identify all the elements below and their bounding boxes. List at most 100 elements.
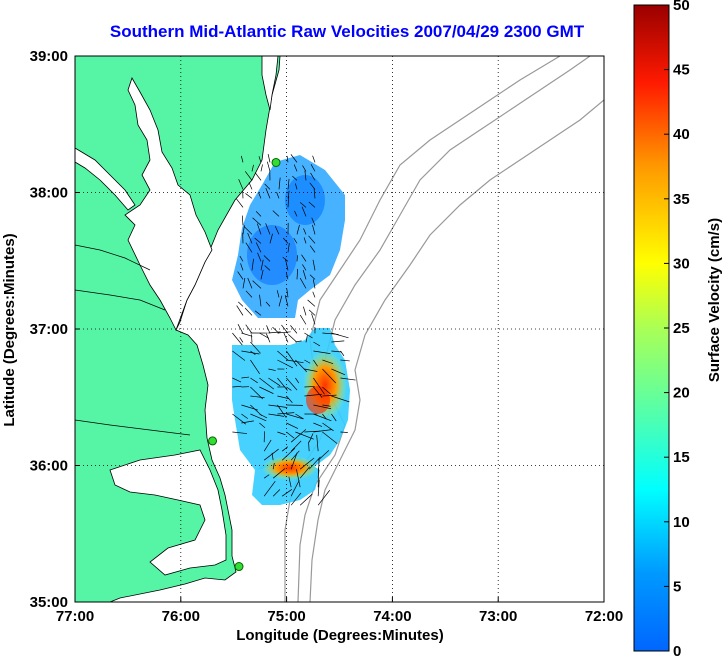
velocity-vector <box>264 183 271 190</box>
colorbar-tick-label: 5 <box>673 578 681 595</box>
velocity-vector <box>287 196 290 208</box>
velocity-vector <box>238 301 244 307</box>
x-tick-label: 72:00 <box>585 608 623 625</box>
velocity-vector <box>331 332 349 339</box>
velocity-vector <box>290 154 298 163</box>
velocity-vector <box>241 420 254 424</box>
velocity-vector <box>277 377 288 391</box>
velocity-vector <box>285 258 289 271</box>
velocity-vector <box>241 413 248 419</box>
radar-station-marker <box>208 436 218 446</box>
velocity-vector <box>302 264 307 271</box>
velocity-vector <box>252 280 262 289</box>
colorbar-tick-label: 45 <box>673 62 690 79</box>
velocity-vector <box>309 182 316 190</box>
velocity-vector <box>286 359 304 364</box>
colorbar-tick-label: 30 <box>673 255 690 272</box>
velocity-vector <box>296 224 300 235</box>
velocity-vector <box>312 291 316 298</box>
velocity-vector <box>331 368 346 376</box>
velocity-vector <box>258 192 262 199</box>
velocity-vector <box>303 228 307 235</box>
velocity-vector <box>288 334 298 343</box>
radar-station-marker <box>234 562 244 572</box>
radar-station-marker <box>271 157 281 167</box>
velocity-vector <box>290 450 300 461</box>
velocity-vector <box>340 377 356 381</box>
velocity-field-core <box>285 175 325 225</box>
velocity-vector <box>245 290 253 298</box>
velocity-vector <box>241 376 250 379</box>
velocity-vector <box>240 155 244 163</box>
velocity-vector <box>286 155 289 163</box>
velocity-vector <box>312 155 316 163</box>
velocity-vector <box>299 493 313 506</box>
colorbar-tick-label: 50 <box>673 0 690 14</box>
velocity-vector <box>247 232 253 244</box>
velocity-vector <box>308 235 316 244</box>
velocity-vector <box>250 350 256 356</box>
velocity-vector <box>274 226 280 235</box>
velocity-vector <box>322 431 338 444</box>
velocity-vector <box>312 279 316 289</box>
velocity-vector <box>268 413 285 417</box>
velocity-vector <box>277 431 286 436</box>
velocity-vector <box>286 377 298 391</box>
velocity-vector <box>259 332 270 339</box>
velocity-vector <box>247 277 253 289</box>
velocity-vector <box>277 350 289 361</box>
velocity-vector <box>252 217 262 226</box>
velocity-vector <box>303 306 307 316</box>
velocity-vector <box>302 270 307 280</box>
velocity-vector <box>278 177 281 190</box>
velocity-vector <box>308 201 316 208</box>
velocity-vector <box>304 170 307 181</box>
velocity-vector <box>313 377 325 395</box>
velocity-vector <box>296 469 301 488</box>
velocity-vector <box>254 172 262 181</box>
velocity-vector <box>250 413 267 422</box>
velocity-vector <box>268 368 276 371</box>
y-tick-label: 39:00 <box>30 48 68 65</box>
velocity-vector <box>286 386 292 391</box>
velocity-vector <box>290 480 300 497</box>
velocity-vector <box>263 255 271 262</box>
y-tick-label: 38:00 <box>30 185 68 202</box>
river-line <box>75 419 191 436</box>
x-tick-label: 76:00 <box>162 608 200 625</box>
colorbar-tick-label: 0 <box>673 643 681 659</box>
velocity-vector <box>309 245 316 253</box>
velocity-vector <box>285 272 289 280</box>
velocity-vector <box>248 182 253 190</box>
velocity-vector <box>267 154 271 163</box>
velocity-vector <box>286 431 295 439</box>
velocity-vector <box>250 395 265 399</box>
colorbar-tick-label: 15 <box>673 449 690 466</box>
velocity-vector <box>232 332 243 346</box>
velocity-vector <box>232 431 248 434</box>
velocity-vector <box>254 310 262 316</box>
velocity-vector <box>281 489 293 497</box>
velocity-vector <box>239 337 244 343</box>
velocity-vector <box>287 178 290 190</box>
velocity-vector <box>299 277 307 289</box>
velocity-vector <box>304 368 318 372</box>
velocity-vector <box>322 404 331 407</box>
velocity-vector <box>277 404 287 418</box>
velocity-vector <box>241 350 260 355</box>
velocity-vector <box>310 164 316 172</box>
velocity-vector <box>265 187 271 199</box>
velocity-vector <box>308 456 321 470</box>
velocity-vector <box>232 385 242 388</box>
velocity-vector <box>276 290 280 298</box>
velocity-vector <box>232 377 242 383</box>
velocity-vector <box>232 350 246 361</box>
velocity-vector <box>313 341 321 347</box>
velocity-vector <box>301 206 307 217</box>
velocity-vector <box>317 490 330 506</box>
velocity-vector <box>271 452 274 461</box>
velocity-vector <box>236 198 244 208</box>
velocity-vector <box>243 226 253 235</box>
velocity-vector <box>301 254 307 262</box>
